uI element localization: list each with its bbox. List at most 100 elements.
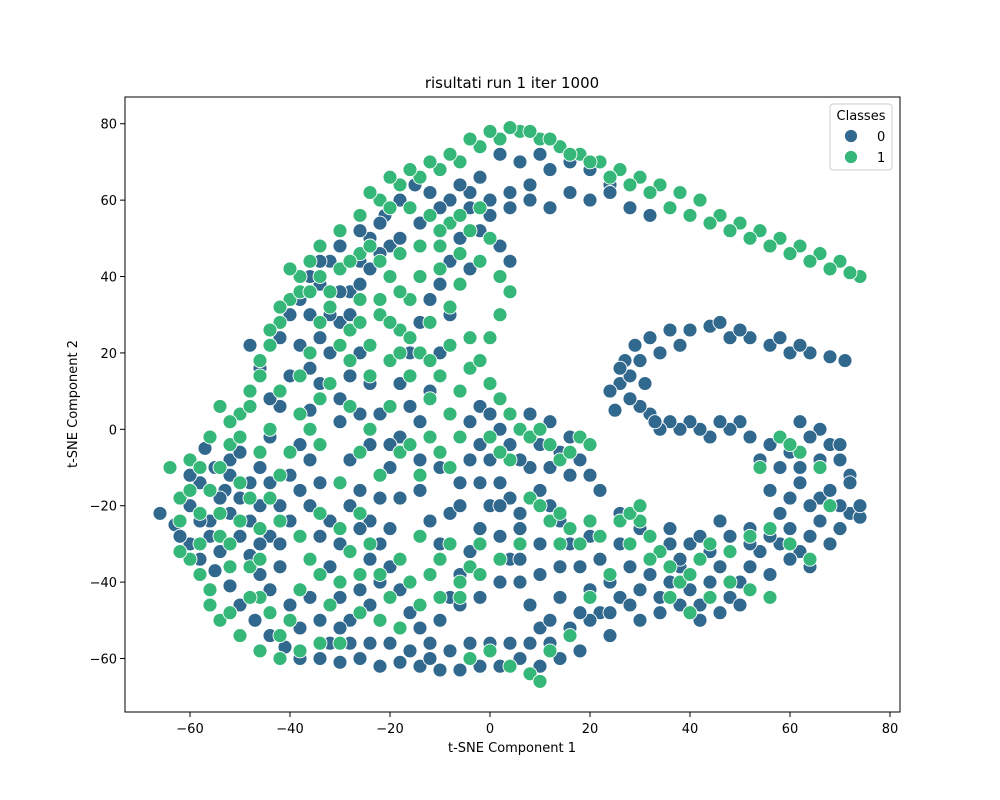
point-class-0 <box>372 215 388 231</box>
point-class-1 <box>512 421 528 437</box>
point-class-1 <box>332 223 348 239</box>
point-class-0 <box>542 200 558 216</box>
point-class-0 <box>332 391 348 407</box>
point-class-0 <box>522 635 538 651</box>
point-class-0 <box>352 276 368 292</box>
point-class-0 <box>362 513 378 529</box>
point-class-0 <box>492 498 508 514</box>
point-class-1 <box>432 223 448 239</box>
point-class-1 <box>312 635 328 651</box>
point-class-0 <box>422 185 438 200</box>
point-class-0 <box>842 475 858 491</box>
x-tick-label: −60 <box>176 722 203 737</box>
point-class-1 <box>642 528 658 544</box>
point-class-0 <box>762 567 778 582</box>
point-class-0 <box>392 429 408 445</box>
point-class-0 <box>772 330 788 346</box>
point-class-0 <box>472 398 488 414</box>
point-class-0 <box>482 207 498 223</box>
point-class-0 <box>722 421 738 437</box>
legend-label-1: 1 <box>877 151 885 166</box>
point-class-0 <box>402 605 418 621</box>
point-class-1 <box>362 421 378 437</box>
point-class-0 <box>182 498 198 514</box>
point-class-0 <box>332 414 348 430</box>
point-class-0 <box>242 337 258 353</box>
point-class-0 <box>712 314 728 330</box>
point-class-1 <box>622 177 638 193</box>
point-class-0 <box>262 475 278 491</box>
point-class-1 <box>372 292 388 307</box>
point-class-1 <box>232 475 248 491</box>
point-class-0 <box>232 528 248 544</box>
point-class-0 <box>332 536 348 552</box>
point-class-0 <box>252 536 268 552</box>
point-class-1 <box>302 345 318 361</box>
point-class-0 <box>332 589 348 605</box>
point-class-0 <box>522 406 538 422</box>
point-class-1 <box>412 528 428 544</box>
point-class-0 <box>392 654 408 670</box>
point-class-0 <box>222 578 238 594</box>
point-class-1 <box>252 551 268 567</box>
point-class-1 <box>162 460 178 475</box>
point-class-0 <box>662 521 678 537</box>
point-class-1 <box>262 490 278 506</box>
point-class-1 <box>172 513 188 529</box>
point-class-1 <box>812 246 828 262</box>
point-class-1 <box>602 169 618 185</box>
point-class-1 <box>342 398 358 414</box>
point-class-0 <box>272 498 288 514</box>
point-class-1 <box>442 146 458 162</box>
point-class-0 <box>502 490 518 506</box>
point-class-1 <box>262 605 278 621</box>
point-class-0 <box>622 597 638 613</box>
point-class-1 <box>292 406 308 422</box>
point-class-1 <box>452 246 468 262</box>
point-class-1 <box>252 521 268 537</box>
point-class-1 <box>472 253 488 269</box>
point-class-0 <box>462 261 478 277</box>
point-class-1 <box>172 544 188 560</box>
point-class-1 <box>692 551 708 567</box>
point-class-1 <box>682 207 698 223</box>
point-class-1 <box>412 597 428 613</box>
point-class-1 <box>292 269 308 284</box>
point-class-0 <box>342 612 358 628</box>
point-class-1 <box>212 398 228 414</box>
point-class-1 <box>452 429 468 445</box>
point-class-1 <box>272 467 288 483</box>
point-class-1 <box>642 185 658 200</box>
point-class-0 <box>722 528 738 544</box>
point-class-1 <box>312 437 328 453</box>
point-class-0 <box>607 402 623 418</box>
point-class-1 <box>682 567 698 582</box>
point-class-0 <box>802 528 818 544</box>
point-class-0 <box>312 612 328 628</box>
point-class-1 <box>792 238 808 254</box>
point-class-1 <box>252 444 268 460</box>
point-class-0 <box>362 261 378 277</box>
point-class-1 <box>522 666 538 682</box>
point-class-0 <box>832 437 848 453</box>
point-class-1 <box>432 261 448 277</box>
point-class-1 <box>202 429 218 445</box>
point-class-0 <box>292 482 308 498</box>
legend-marker-1 <box>844 150 858 164</box>
point-class-0 <box>492 146 508 162</box>
point-class-1 <box>352 207 368 223</box>
point-class-1 <box>552 452 568 468</box>
point-class-1 <box>582 154 598 170</box>
point-class-0 <box>512 574 528 590</box>
point-class-0 <box>232 597 248 613</box>
point-class-1 <box>462 651 478 666</box>
point-class-0 <box>562 185 578 200</box>
point-class-0 <box>272 536 288 552</box>
point-class-0 <box>782 551 798 567</box>
point-class-1 <box>332 635 348 651</box>
point-class-1 <box>432 238 448 254</box>
point-class-1 <box>522 490 538 506</box>
point-class-0 <box>572 605 588 621</box>
point-class-0 <box>312 475 328 491</box>
point-class-0 <box>672 597 688 613</box>
